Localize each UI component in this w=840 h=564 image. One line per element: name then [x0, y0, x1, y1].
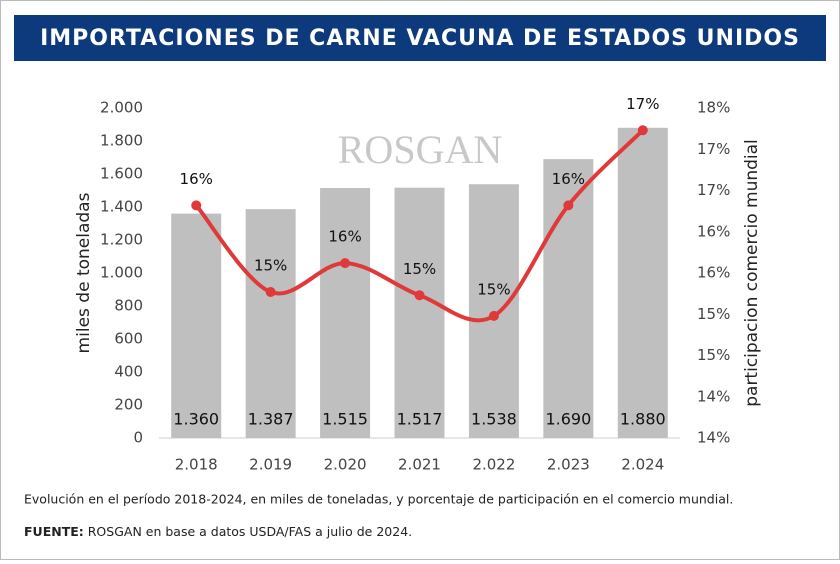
line-value-label: 16% — [180, 170, 213, 188]
y2-tick-label: 14% — [697, 429, 730, 447]
bar-value-label: 1.538 — [471, 410, 517, 429]
y-tick-label: 1.400 — [100, 198, 143, 216]
bar-value-label: 1.517 — [397, 410, 443, 429]
line-point — [340, 258, 351, 269]
x-tick-label: 2.019 — [249, 456, 292, 474]
y-tick-label: 600 — [114, 330, 143, 348]
y2-tick-label: 16% — [697, 264, 730, 282]
x-tick-label: 2.022 — [472, 456, 515, 474]
title-band — [14, 15, 826, 61]
y2-tick-label: 16% — [697, 222, 730, 240]
bar-value-label: 1.387 — [248, 410, 294, 429]
line-value-label: 15% — [254, 256, 287, 274]
x-tick-label: 2.024 — [621, 456, 664, 474]
y-tick-label: 400 — [114, 363, 143, 381]
bar-value-label: 1.690 — [545, 410, 591, 429]
x-tick-label: 2.021 — [398, 456, 441, 474]
source: FUENTE: ROSGAN en base a datos USDA/FAS … — [24, 524, 412, 539]
y-tick-label: 1.600 — [100, 165, 143, 183]
bar-value-label: 1.515 — [322, 410, 368, 429]
bar — [245, 209, 296, 438]
line-value-label: 15% — [477, 280, 510, 298]
y-tick-label: 1.800 — [100, 132, 143, 150]
y-tick-label: 800 — [114, 297, 143, 315]
line-point — [191, 200, 202, 211]
bar — [320, 188, 371, 438]
line-value-label: 17% — [626, 95, 659, 113]
x-tick-label: 2.018 — [175, 456, 218, 474]
y-tick-label: 1.200 — [100, 231, 143, 249]
bar — [617, 127, 668, 439]
bar-value-label: 1.360 — [173, 410, 219, 429]
line-point — [637, 125, 648, 136]
line-point — [265, 286, 276, 297]
chart-title: IMPORTACIONES DE CARNE VACUNA DE ESTADOS… — [40, 26, 800, 51]
note: Evolución en el período 2018-2024, en mi… — [24, 492, 733, 507]
y2-tick-label: 18% — [697, 99, 730, 117]
line-point — [414, 290, 425, 301]
line-value-label: 16% — [328, 228, 361, 246]
x-tick-label: 2.023 — [547, 456, 590, 474]
bar-value-label: 1.880 — [620, 410, 666, 429]
y-tick-label: 2.000 — [100, 99, 143, 117]
line-value-label: 15% — [403, 260, 436, 278]
bar — [394, 187, 445, 438]
y-axis-title: miles de toneladas — [74, 192, 94, 353]
line-value-label: 16% — [552, 170, 585, 188]
source-text: ROSGAN en base a datos USDA/FAS a julio … — [88, 524, 412, 539]
watermark: ROSGAN — [338, 127, 502, 172]
line-point — [563, 200, 574, 211]
y2-axis-title: participacion comercio mundial — [742, 139, 762, 407]
y-tick-label: 1.000 — [100, 264, 143, 282]
y2-tick-label: 15% — [697, 305, 730, 323]
line-point — [488, 310, 499, 321]
y2-tick-label: 15% — [697, 346, 730, 364]
y2-tick-label: 17% — [697, 140, 730, 158]
y-tick-label: 200 — [114, 396, 143, 414]
bar — [171, 213, 222, 438]
y2-tick-label: 14% — [697, 387, 730, 405]
y2-tick-label: 17% — [697, 181, 730, 199]
y-tick-label: 0 — [133, 429, 143, 447]
source-label: FUENTE: — [24, 524, 84, 539]
x-tick-label: 2.020 — [324, 456, 367, 474]
